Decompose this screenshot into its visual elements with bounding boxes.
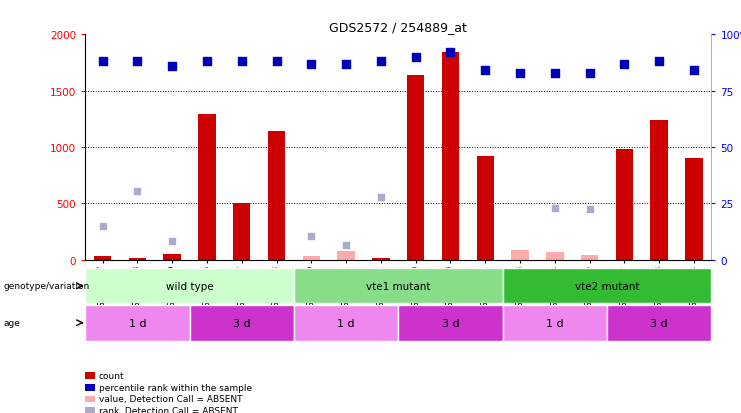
Point [131,59,143,65]
Point [688,68,700,74]
Point [619,61,631,68]
Bar [85,268,294,304]
Bar [294,306,398,341]
Bar [190,306,294,341]
Bar [502,306,607,341]
Point [96,223,108,230]
Bar [233,204,250,260]
Point [236,59,247,65]
Text: rank, Detection Call = ABSENT: rank, Detection Call = ABSENT [99,406,237,413]
Point [479,68,491,74]
Text: count: count [99,371,124,380]
Text: 1 d: 1 d [129,318,146,328]
Text: 1 d: 1 d [337,318,355,328]
Point [131,188,143,195]
Text: percentile rank within the sample: percentile rank within the sample [99,383,252,392]
Point [445,50,456,57]
Bar [407,76,425,260]
Bar [581,256,598,260]
Bar [164,254,181,260]
Point [514,70,526,77]
Bar [511,250,529,260]
Bar [94,257,111,260]
Bar [616,150,633,260]
Point [305,61,317,68]
Bar [302,257,320,260]
Point [305,233,317,240]
Text: age: age [4,318,21,328]
Text: 3 d: 3 d [651,318,668,328]
Text: wild type: wild type [166,281,213,291]
Text: vte2 mutant: vte2 mutant [575,281,639,291]
Point [584,206,596,213]
Bar [129,258,146,260]
Point [270,59,282,65]
Point [96,59,108,65]
Bar [442,53,459,260]
Bar [476,157,494,260]
Point [375,59,387,65]
Point [166,238,178,244]
Text: vte1 mutant: vte1 mutant [366,281,431,291]
Bar [372,258,390,260]
Point [654,59,665,65]
Point [375,194,387,200]
Text: genotype/variation: genotype/variation [4,282,90,291]
Bar [651,121,668,260]
Bar [607,306,711,341]
Point [340,242,352,249]
Point [584,70,596,77]
Bar [85,306,190,341]
Bar [685,159,702,260]
Text: 1 d: 1 d [546,318,564,328]
Point [340,61,352,68]
Text: value, Detection Call = ABSENT: value, Detection Call = ABSENT [99,394,242,404]
Bar [337,251,355,260]
Text: 3 d: 3 d [442,318,459,328]
Bar [268,132,285,260]
Point [549,70,561,77]
Bar [294,268,502,304]
Point [549,205,561,212]
Bar [199,115,216,260]
Bar [399,306,502,341]
Bar [546,252,563,260]
Point [166,63,178,70]
Bar [502,268,711,304]
Point [410,54,422,61]
Text: 3 d: 3 d [233,318,250,328]
Point [201,59,213,65]
Title: GDS2572 / 254889_at: GDS2572 / 254889_at [329,21,468,34]
